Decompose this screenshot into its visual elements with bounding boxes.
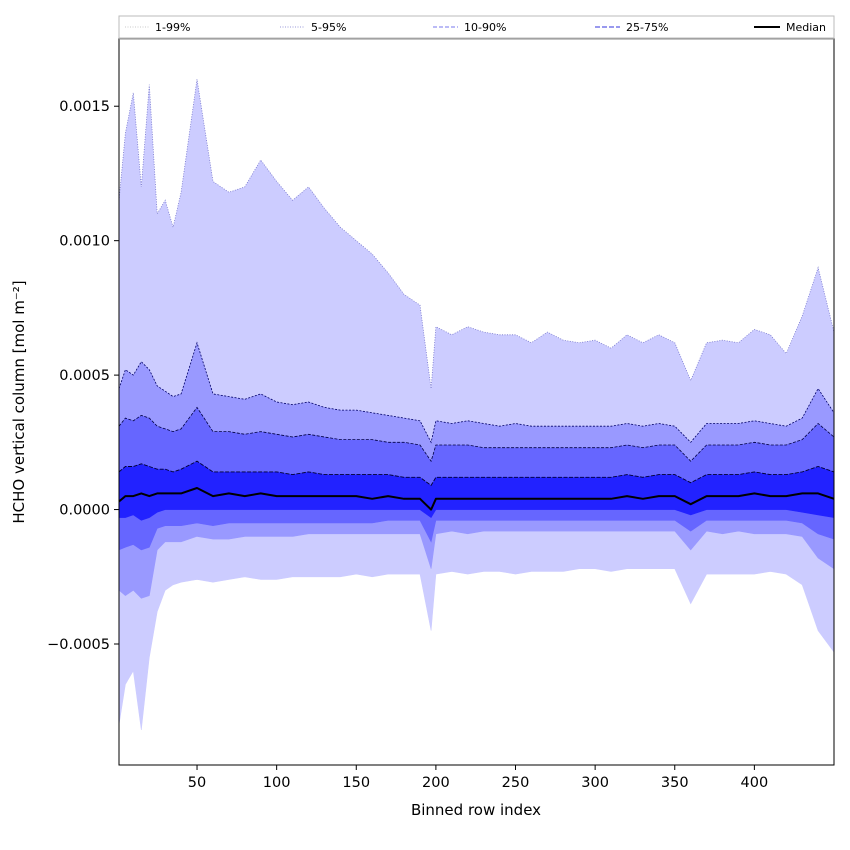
band-10-90-lower-line xyxy=(118,520,835,551)
band-25-75-lower-line xyxy=(119,509,835,521)
y-axis-label: HCHO vertical column [mol m⁻²] xyxy=(10,280,28,523)
x-tick-label: 350 xyxy=(661,775,689,791)
legend-entry-5-95: 5-95% xyxy=(280,21,346,34)
legend-entry-median: Median xyxy=(754,21,826,34)
band-5-95-upper-line xyxy=(118,341,835,444)
x-axis-ticks: 50 100 150 200 250 300 350 400 xyxy=(188,765,768,791)
median-layer xyxy=(118,487,835,511)
x-tick-label: 200 xyxy=(422,775,450,791)
x-axis-label: Binned row index xyxy=(411,801,541,819)
band-1-99-lower-line xyxy=(118,568,835,731)
percentile-bands xyxy=(118,79,835,731)
band-5-95-lower-line xyxy=(118,530,835,599)
x-tick-label: 50 xyxy=(188,775,206,791)
legend-entry-25-75: 25-75% xyxy=(595,21,668,34)
x-tick-label: 400 xyxy=(741,775,769,791)
y-tick-label: 0.0010 xyxy=(59,234,110,250)
legend-label-1-99: 1-99% xyxy=(155,21,190,34)
x-tick-label: 100 xyxy=(263,775,291,791)
legend-entry-10-90: 10-90% xyxy=(433,21,506,34)
band-25-75-upper-line xyxy=(118,460,835,487)
band-10-90-upper-line xyxy=(118,406,835,463)
y-tick-label: 0.0000 xyxy=(59,503,110,519)
legend: 1-99% 5-95% 10-90% 25-75% Median xyxy=(118,15,835,40)
x-tick-label: 150 xyxy=(342,775,370,791)
legend-box xyxy=(118,15,835,39)
legend-label-median: Median xyxy=(786,21,826,34)
legend-label-5-95: 5-95% xyxy=(311,21,346,34)
x-tick-label: 300 xyxy=(581,775,609,791)
band-1-99 xyxy=(119,79,834,731)
median-line xyxy=(118,487,835,511)
legend-label-10-90: 10-90% xyxy=(464,21,506,34)
legend-label-25-75: 25-75% xyxy=(626,21,668,34)
band-25-75 xyxy=(119,461,834,521)
y-axis-ticks: −0.0005 0.0000 0.0005 0.0010 0.0015 xyxy=(47,99,119,653)
legend-entry-1-99: 1-99% xyxy=(125,21,190,34)
y-tick-label: 0.0005 xyxy=(59,368,110,384)
x-tick-label: 250 xyxy=(502,775,530,791)
y-tick-label: −0.0005 xyxy=(47,637,110,653)
y-tick-label: 0.0015 xyxy=(59,99,110,115)
band-1-99-upper-line xyxy=(118,79,835,389)
